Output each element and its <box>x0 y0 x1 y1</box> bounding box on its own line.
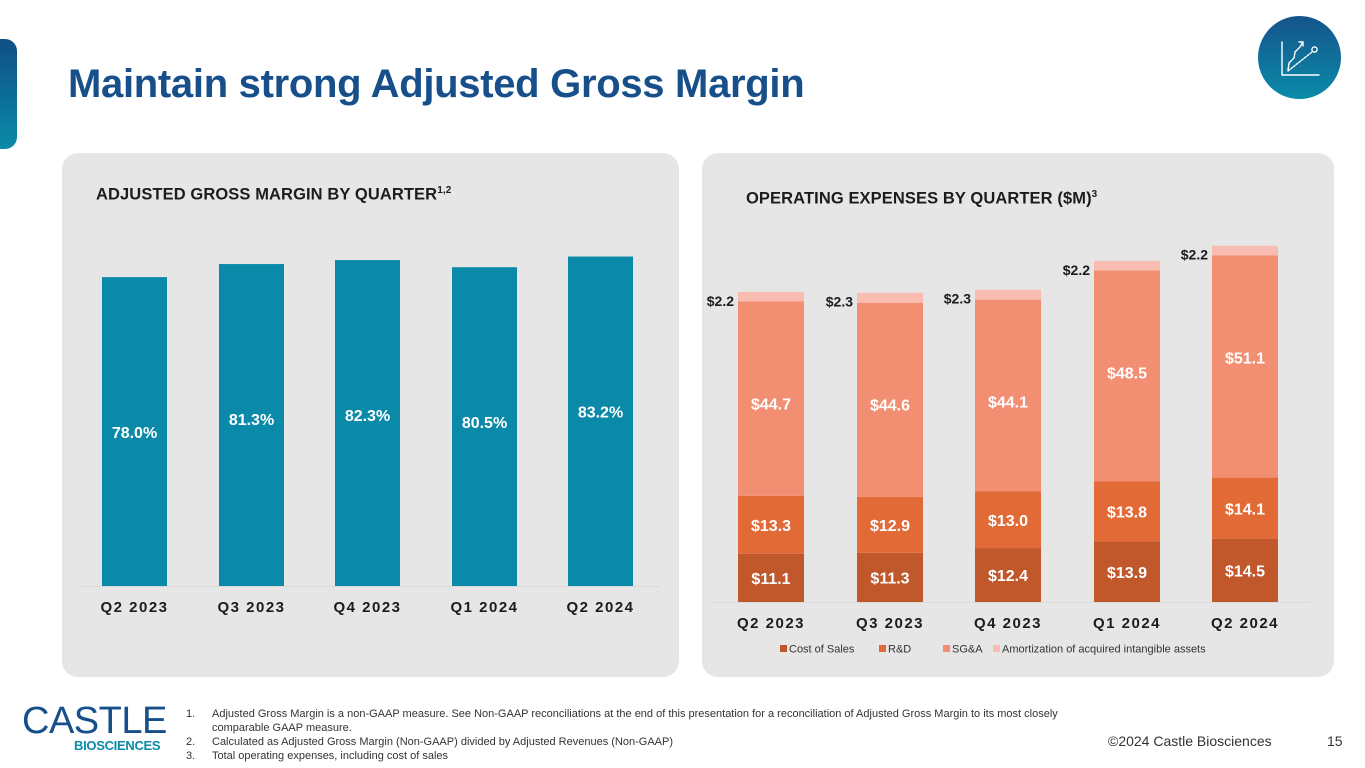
segment-data-label: $11.1 <box>751 571 790 588</box>
amortization-data-label: $2.2 <box>707 293 734 309</box>
page-title: Maintain strong Adjusted Gross Margin <box>68 62 805 106</box>
legend-swatch <box>943 645 950 652</box>
sga-segment <box>738 301 804 496</box>
margin-bar <box>102 277 167 586</box>
segment-data-label: $13.0 <box>988 513 1028 530</box>
legend-swatch <box>993 645 1000 652</box>
copyright: ©2024 Castle Biosciences <box>1108 733 1272 749</box>
segment-data-label: $14.5 <box>1225 563 1265 580</box>
margin-data-label: 81.3% <box>229 412 274 429</box>
amortization-segment <box>738 291 804 302</box>
segment-data-label: $13.3 <box>751 518 791 535</box>
footnotes: 1. Adjusted Gross Margin is a non-GAAP me… <box>186 707 1066 763</box>
rnd-segment <box>1212 477 1278 539</box>
legend-label: Cost of Sales <box>789 644 855 656</box>
x-tick-label: Q2 2024 <box>566 599 634 616</box>
footnote: 3. Total operating expenses, including co… <box>186 750 449 762</box>
legend-swatch <box>780 645 787 652</box>
accent-tab <box>0 39 17 149</box>
legend-label: Amortization of acquired intangible asse… <box>1002 644 1206 656</box>
sga-segment <box>1212 255 1278 478</box>
amortization-data-label: $2.3 <box>826 294 853 310</box>
x-tick-label: Q2 2023 <box>100 599 168 616</box>
amortization-segment <box>857 292 923 303</box>
amortization-data-label: $2.2 <box>1181 247 1208 263</box>
opex-chart-title: OPERATING EXPENSES BY QUARTER ($M)3 <box>746 189 1098 208</box>
sga-segment <box>975 299 1041 492</box>
segment-data-label: $44.6 <box>870 398 910 415</box>
x-tick-label: Q4 2023 <box>974 615 1042 632</box>
amortization-data-label: $2.3 <box>944 291 971 307</box>
legend-label: R&D <box>888 644 911 656</box>
segment-data-label: $11.3 <box>870 570 909 587</box>
gross-margin-chart-title: ADJUSTED GROSS MARGIN BY QUARTER1,2 <box>96 185 452 204</box>
margin-bar <box>335 260 400 586</box>
sga-segment <box>1094 270 1160 482</box>
margin-bar <box>568 256 633 586</box>
margin-data-label: 78.0% <box>112 425 157 442</box>
margin-bar <box>219 264 284 586</box>
rnd-segment <box>975 491 1041 549</box>
segment-data-label: $13.8 <box>1107 505 1147 522</box>
x-tick-label: Q2 2023 <box>737 615 805 632</box>
sga-segment <box>857 302 923 497</box>
cost-of-sales-segment <box>738 553 804 602</box>
footnote: 1. Adjusted Gross Margin is a non-GAAP me… <box>186 708 1058 734</box>
segment-data-label: $51.1 <box>1225 350 1265 367</box>
rnd-segment <box>857 496 923 553</box>
segment-data-label: $13.9 <box>1107 565 1147 582</box>
footnote: 2. Calculated as Adjusted Gross Margin (N… <box>186 736 673 748</box>
cost-of-sales-segment <box>1212 538 1278 602</box>
cost-of-sales-segment <box>975 548 1041 602</box>
margin-data-label: 80.5% <box>462 415 507 432</box>
segment-data-label: $12.9 <box>870 518 910 535</box>
x-tick-label: Q3 2023 <box>856 615 924 632</box>
legend-label: SG&A <box>952 644 983 656</box>
cost-of-sales-segment <box>1094 541 1160 602</box>
amortization-segment <box>1212 245 1278 256</box>
margin-data-label: 82.3% <box>345 408 390 425</box>
x-tick-label: Q3 2023 <box>217 599 285 616</box>
rnd-segment <box>738 495 804 554</box>
segment-data-label: $48.5 <box>1107 366 1147 383</box>
amortization-data-label: $2.2 <box>1063 262 1090 278</box>
x-tick-label: Q2 2024 <box>1211 615 1279 632</box>
page-number: 15 <box>1327 733 1343 749</box>
logo-subtitle: BIOSCIENCES <box>74 738 161 753</box>
x-tick-label: Q1 2024 <box>450 599 518 616</box>
logo-wordmark: CASTLE <box>22 700 167 742</box>
x-tick-label: Q1 2024 <box>1093 615 1161 632</box>
x-tick-label: Q4 2023 <box>333 599 401 616</box>
rnd-segment <box>1094 481 1160 542</box>
amortization-segment <box>975 289 1041 300</box>
margin-data-label: 83.2% <box>578 405 623 422</box>
amortization-segment <box>1094 260 1160 271</box>
segment-data-label: $44.1 <box>988 395 1028 412</box>
legend-swatch <box>879 645 886 652</box>
castle-biosciences-logo: CASTLE BIOSCIENCES <box>22 700 167 754</box>
margin-bar <box>452 267 517 586</box>
cost-of-sales-segment <box>857 552 923 602</box>
growth-chart-icon <box>1258 16 1341 99</box>
segment-data-label: $12.4 <box>988 568 1028 585</box>
segment-data-label: $14.1 <box>1225 501 1265 518</box>
segment-data-label: $44.7 <box>751 396 791 413</box>
